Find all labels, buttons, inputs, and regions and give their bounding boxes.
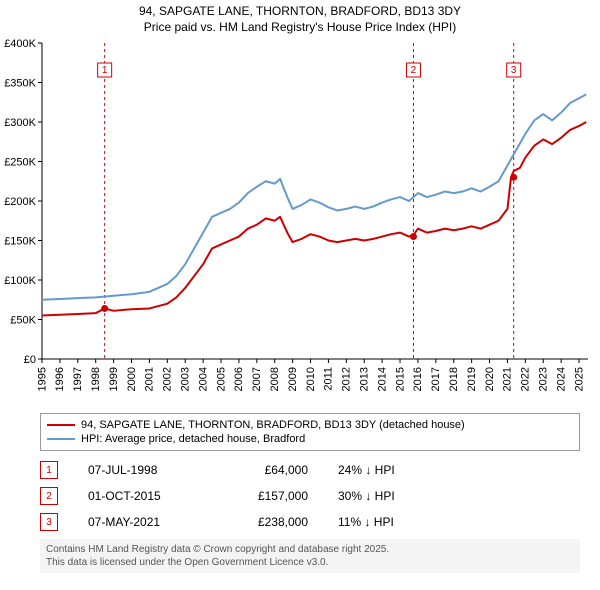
svg-text:1995: 1995	[36, 367, 48, 391]
transaction-price: £157,000	[228, 489, 308, 503]
svg-text:2013: 2013	[359, 367, 371, 391]
legend-label: HPI: Average price, detached house, Brad…	[81, 433, 305, 445]
svg-text:2014: 2014	[376, 367, 388, 391]
title-line-1: 94, SAPGATE LANE, THORNTON, BRADFORD, BD…	[10, 4, 590, 20]
transaction-marker: 1	[40, 461, 58, 479]
transaction-row: 2 01-OCT-2015 £157,000 30% ↓ HPI	[40, 483, 580, 509]
svg-text:2008: 2008	[269, 367, 281, 391]
legend-label: 94, SAPGATE LANE, THORNTON, BRADFORD, BD…	[81, 419, 465, 431]
svg-text:£150K: £150K	[4, 236, 36, 248]
svg-text:1996: 1996	[54, 367, 66, 391]
legend: 94, SAPGATE LANE, THORNTON, BRADFORD, BD…	[40, 413, 580, 451]
legend-item-hpi: HPI: Average price, detached house, Brad…	[47, 432, 573, 446]
svg-text:1998: 1998	[90, 367, 102, 391]
svg-text:2020: 2020	[484, 367, 496, 391]
svg-text:3: 3	[511, 65, 517, 76]
svg-text:£400K: £400K	[4, 38, 36, 50]
svg-text:2015: 2015	[394, 367, 406, 391]
legend-item-price-paid: 94, SAPGATE LANE, THORNTON, BRADFORD, BD…	[47, 418, 573, 432]
svg-text:£50K: £50K	[10, 315, 36, 327]
svg-text:2023: 2023	[538, 367, 550, 391]
svg-text:1999: 1999	[108, 367, 120, 391]
svg-text:2016: 2016	[412, 367, 424, 391]
svg-text:£300K: £300K	[4, 117, 36, 129]
svg-text:1: 1	[102, 65, 108, 76]
transaction-date: 01-OCT-2015	[88, 489, 198, 503]
transaction-date: 07-JUL-1998	[88, 463, 198, 477]
transaction-diff: 11% ↓ HPI	[338, 515, 438, 529]
svg-text:2024: 2024	[555, 367, 567, 391]
legend-swatch	[47, 424, 75, 426]
svg-text:2003: 2003	[180, 367, 192, 391]
attribution-footer: Contains HM Land Registry data © Crown c…	[40, 539, 580, 573]
chart-container: 94, SAPGATE LANE, THORNTON, BRADFORD, BD…	[0, 0, 600, 590]
chart-area: £0 £50K £100K £150K £200K £250K £300K £350K £400…	[0, 37, 600, 407]
svg-text:£100K: £100K	[4, 275, 36, 287]
transaction-price: £64,000	[228, 463, 308, 477]
line-chart: £0 £50K £100K £150K £200K £250K £300K £350K £400…	[0, 37, 600, 407]
legend-swatch	[47, 438, 75, 440]
svg-text:2006: 2006	[233, 367, 245, 391]
svg-text:2002: 2002	[162, 367, 174, 391]
svg-text:£350K: £350K	[4, 78, 36, 90]
svg-text:2025: 2025	[573, 367, 585, 391]
transaction-table: 1 07-JUL-1998 £64,000 24% ↓ HPI 2 01-OCT-2015…	[40, 457, 580, 535]
svg-text:2010: 2010	[305, 367, 317, 391]
footer-line-1: Contains HM Land Registry data © Crown c…	[46, 543, 574, 556]
svg-text:2017: 2017	[430, 367, 442, 391]
svg-text:2012: 2012	[341, 367, 353, 391]
svg-text:£200K: £200K	[4, 196, 36, 208]
transaction-date: 07-MAY-2021	[88, 515, 198, 529]
svg-text:1997: 1997	[72, 367, 84, 391]
title-line-2: Price paid vs. HM Land Registry's House …	[10, 20, 590, 36]
transaction-diff: 30% ↓ HPI	[338, 489, 438, 503]
svg-text:2018: 2018	[448, 367, 460, 391]
svg-text:2021: 2021	[502, 367, 514, 391]
svg-text:2005: 2005	[215, 367, 227, 391]
svg-text:2011: 2011	[323, 367, 335, 391]
chart-title: 94, SAPGATE LANE, THORNTON, BRADFORD, BD…	[0, 0, 600, 37]
svg-text:2000: 2000	[126, 367, 138, 391]
transaction-diff: 24% ↓ HPI	[338, 463, 438, 477]
svg-text:2: 2	[411, 65, 417, 76]
svg-text:2009: 2009	[287, 367, 299, 391]
transaction-row: 1 07-JUL-1998 £64,000 24% ↓ HPI	[40, 457, 580, 483]
transaction-price: £238,000	[228, 515, 308, 529]
transaction-marker: 2	[40, 487, 58, 505]
transaction-row: 3 07-MAY-2021 £238,000 11% ↓ HPI	[40, 509, 580, 535]
svg-text:2007: 2007	[251, 367, 263, 391]
svg-text:£0: £0	[24, 354, 36, 366]
svg-text:2019: 2019	[466, 367, 478, 391]
svg-text:2004: 2004	[197, 367, 209, 391]
footer-line-2: This data is licensed under the Open Gov…	[46, 556, 574, 569]
svg-text:£250K: £250K	[4, 157, 36, 169]
svg-text:2022: 2022	[520, 367, 532, 391]
transaction-marker: 3	[40, 513, 58, 531]
svg-text:2001: 2001	[144, 367, 156, 391]
